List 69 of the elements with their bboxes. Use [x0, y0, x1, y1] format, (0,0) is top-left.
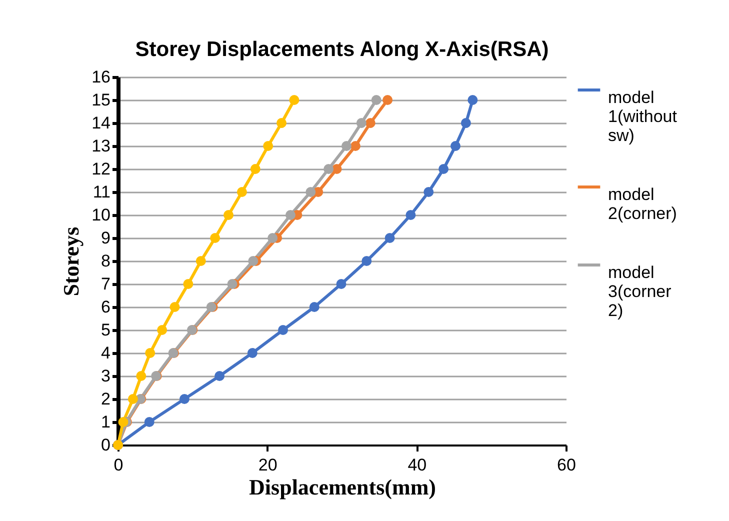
y-tick-label: 8 — [101, 252, 110, 270]
point — [356, 118, 366, 128]
point — [276, 118, 287, 128]
point — [285, 210, 296, 220]
point — [438, 164, 449, 174]
point — [468, 95, 478, 105]
y-tick-label: 10 — [92, 206, 110, 224]
y-tick-label: 16 — [92, 68, 110, 86]
y-tick-label: 14 — [92, 114, 110, 132]
point — [450, 141, 460, 151]
point — [179, 394, 190, 404]
point — [247, 348, 258, 358]
legend-label: model 1(without sw) — [608, 88, 678, 145]
x-tick-label: 40 — [408, 456, 427, 474]
point — [460, 118, 471, 128]
chart-title: Storey Displacements Along X-Axis(RSA) — [135, 38, 549, 61]
y-tick-label: 0 — [101, 436, 110, 454]
x-tick-label: 20 — [258, 456, 278, 474]
point — [384, 233, 395, 243]
point — [406, 210, 416, 220]
y-axis-title: Storeys — [58, 226, 84, 296]
point — [170, 302, 180, 312]
point — [336, 279, 346, 289]
y-tick-label: 9 — [101, 228, 110, 248]
point — [183, 279, 194, 289]
legend-label: model 2(corner) — [608, 185, 677, 223]
point — [118, 417, 128, 427]
point — [263, 141, 274, 151]
point — [224, 210, 234, 220]
x-tick-label: 0 — [114, 456, 124, 474]
y-tick-label: 5 — [101, 320, 110, 340]
y-tick-label: 1 — [101, 412, 110, 432]
point — [341, 141, 352, 151]
point — [324, 164, 334, 174]
y-tick-label: 4 — [101, 344, 110, 362]
y-tick-label: 2 — [101, 390, 110, 408]
point — [278, 325, 288, 335]
point — [289, 95, 300, 105]
point — [136, 371, 146, 381]
point — [350, 141, 360, 151]
point — [365, 118, 376, 128]
y-tick-label: 11 — [92, 182, 110, 202]
y-tick-label: 12 — [92, 160, 110, 178]
point — [332, 164, 342, 174]
point — [248, 256, 258, 266]
point — [145, 348, 156, 358]
point — [382, 95, 393, 105]
point — [309, 302, 320, 312]
point — [128, 394, 138, 404]
legend-label: model 3(corner 2) — [608, 263, 672, 320]
y-tick-label: 7 — [101, 274, 110, 294]
x-axis-title: Displacements(mm) — [249, 474, 436, 500]
point — [371, 95, 382, 105]
y-tick-label: 3 — [101, 366, 110, 386]
point — [144, 417, 154, 427]
x-tick-label: 60 — [557, 456, 576, 474]
point — [196, 256, 206, 266]
point — [306, 187, 316, 197]
y-tick-label: 6 — [101, 298, 110, 316]
y-tick-label: 13 — [92, 136, 110, 156]
y-tick-label: 15 — [92, 90, 110, 110]
point — [157, 325, 168, 335]
point — [424, 187, 434, 197]
point — [214, 371, 225, 381]
point — [236, 187, 247, 197]
point — [250, 164, 260, 174]
point — [210, 233, 220, 243]
point — [268, 233, 278, 243]
point — [362, 256, 372, 266]
